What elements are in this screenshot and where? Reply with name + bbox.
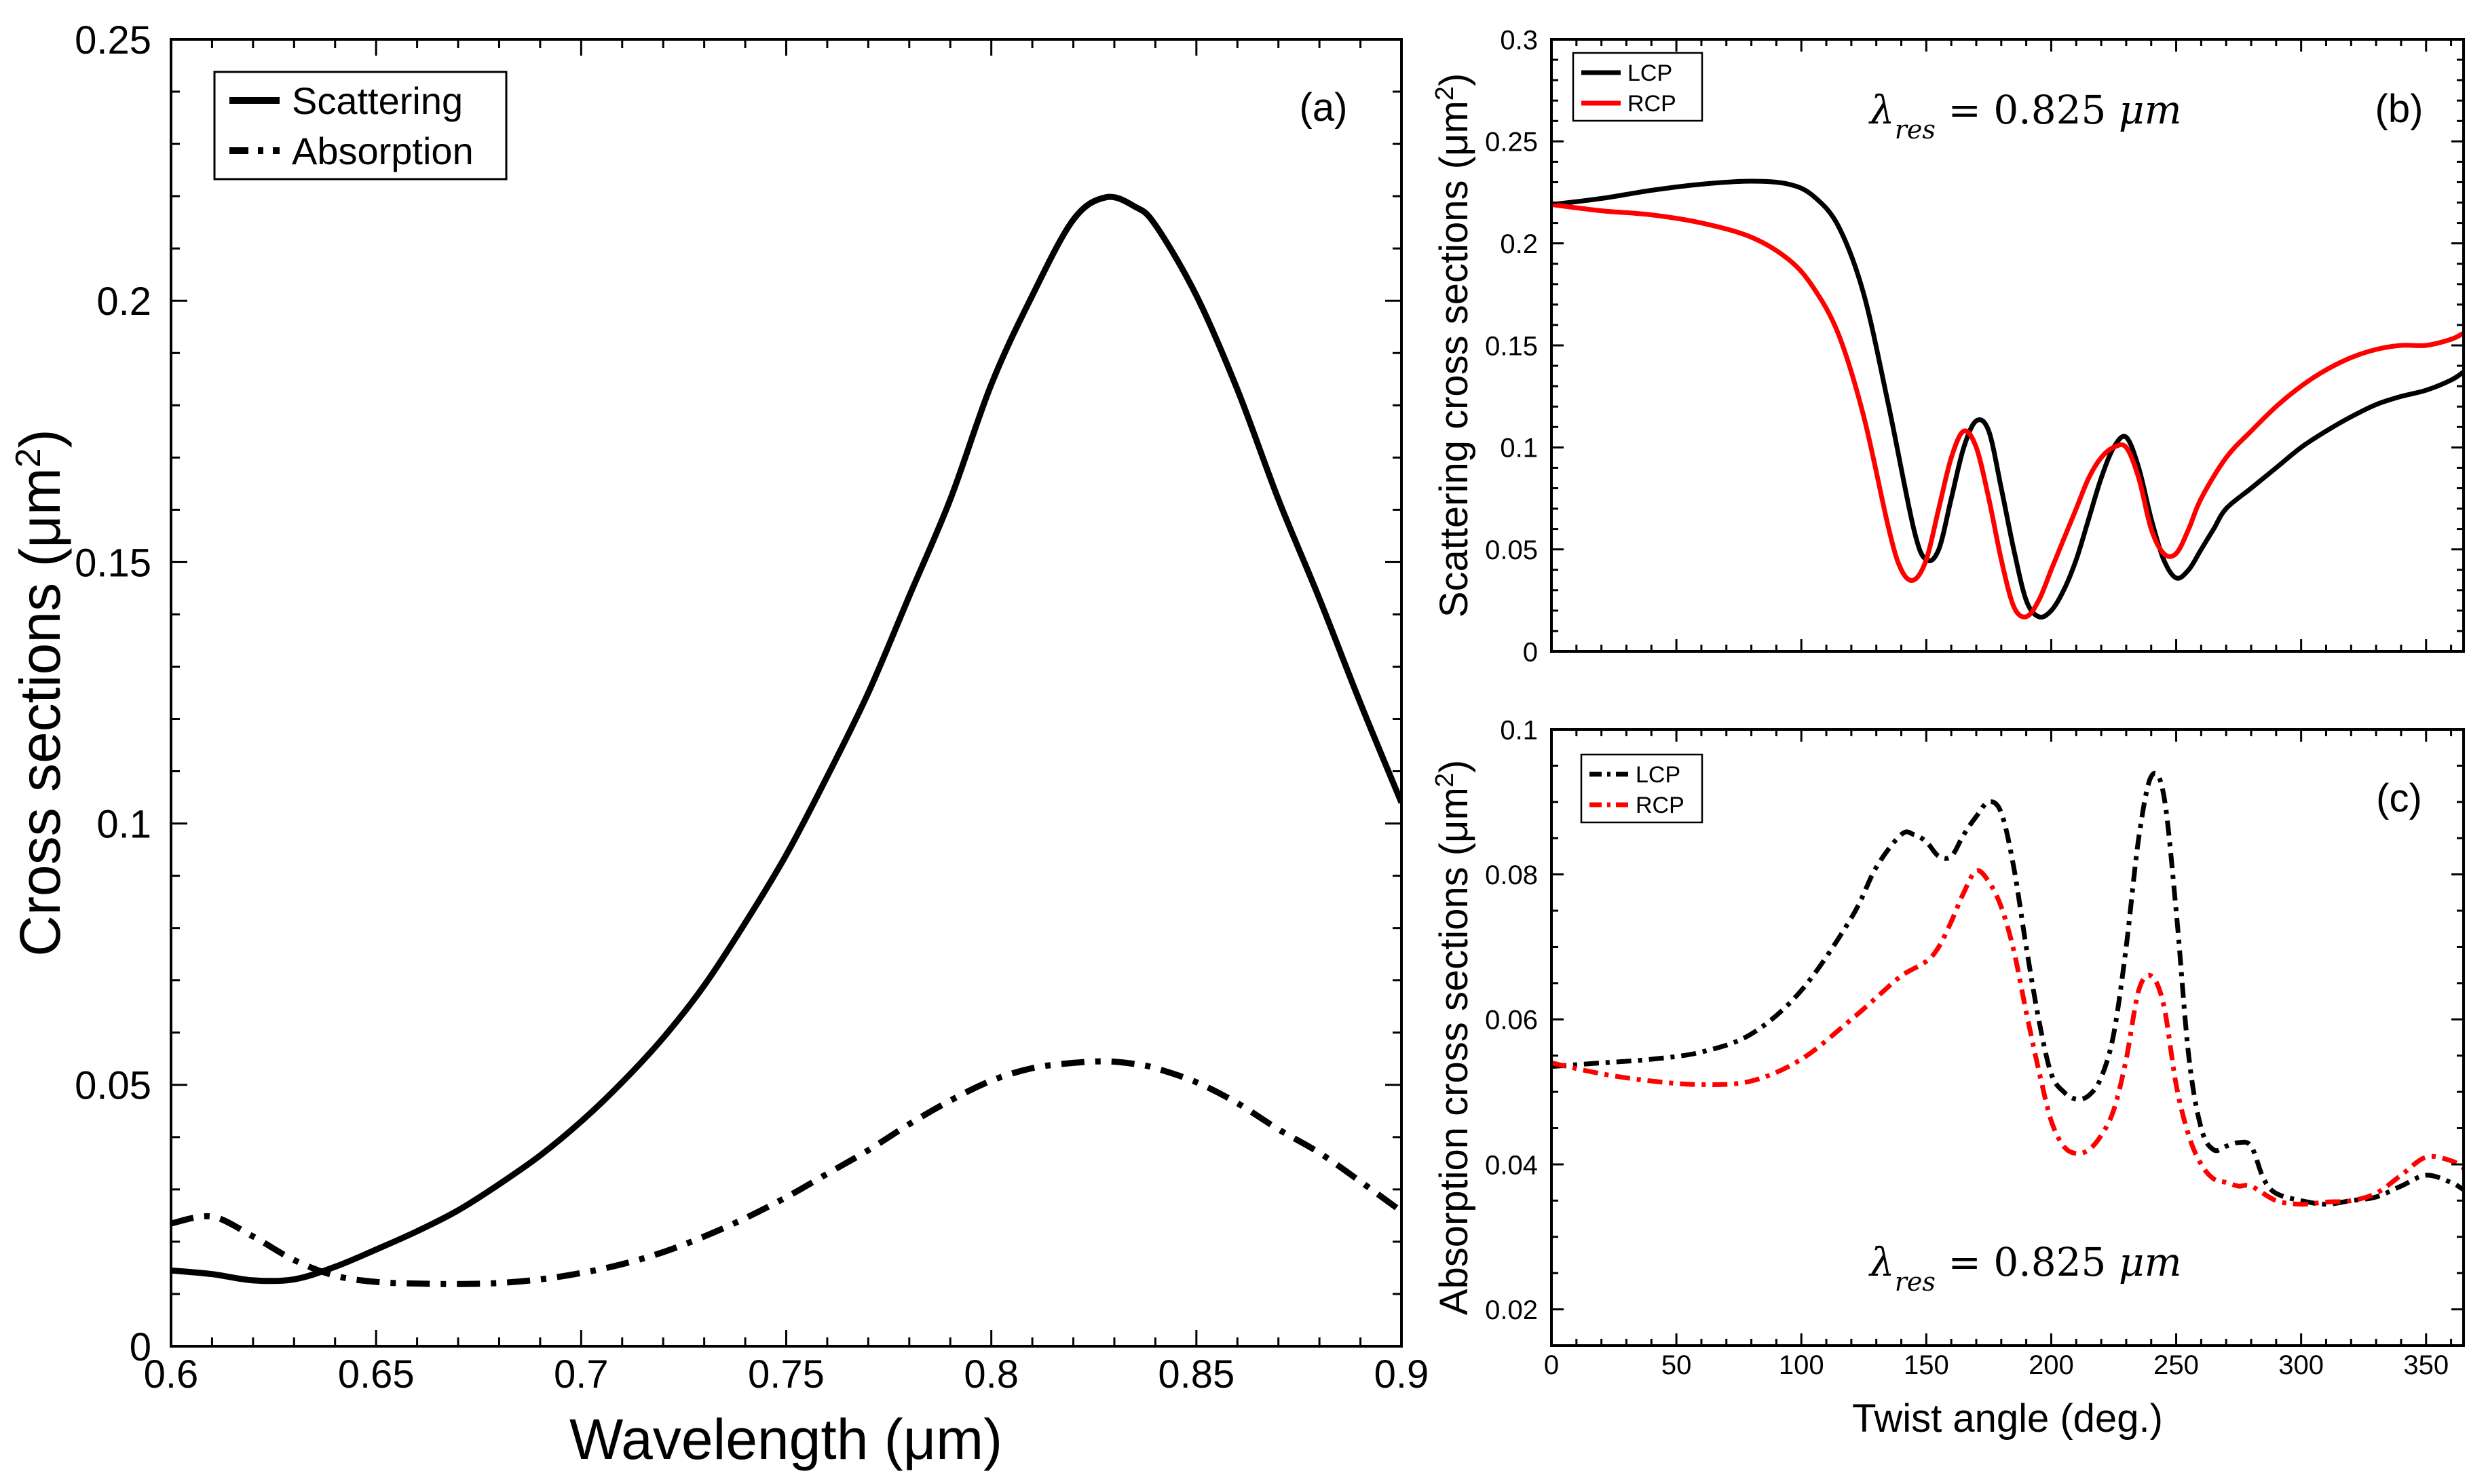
panel-a-label: (a) xyxy=(1300,85,1348,130)
x-tick-label: 0.8 xyxy=(964,1352,1019,1396)
y-tick-label: 0.25 xyxy=(1485,128,1538,157)
plot-a-ylabel: Cross sections (μm2) xyxy=(8,429,72,956)
x-tick-label: 250 xyxy=(2153,1350,2199,1380)
plot-a-lines xyxy=(171,193,1401,1287)
panel-b: 00.050.10.150.20.250.3 (b) λres = 0.825 … xyxy=(1431,25,2465,667)
y-tick-label: 0.08 xyxy=(1485,860,1538,890)
x-tick-label: 0.75 xyxy=(748,1352,825,1396)
x-tick-label: 0.9 xyxy=(1374,1352,1429,1396)
x-tick-label: 100 xyxy=(1779,1350,1824,1380)
x-tick-label: 200 xyxy=(2029,1350,2074,1380)
legend-label-lcp: LCP xyxy=(1636,762,1680,788)
y-tick-label: 0.1 xyxy=(1500,434,1538,463)
plot-c-frame xyxy=(1550,728,2465,1347)
plot-a-legend: Scattering Absorption xyxy=(213,71,508,180)
y-tick-label: 0.06 xyxy=(1485,1006,1538,1035)
y-tick-label: 0.05 xyxy=(75,1064,151,1108)
y-tick-label: 0.04 xyxy=(1485,1150,1538,1180)
plot-c-lines xyxy=(1551,770,2464,1207)
series-line-scattering xyxy=(171,193,1401,1285)
y-tick-label: 0.2 xyxy=(1500,229,1538,259)
series-line-lcp xyxy=(1551,770,2464,1207)
plot-b-ylabel: Scattering cross sections (μm2) xyxy=(1431,73,1476,617)
plot-a-xlabel: Wavelength (μm) xyxy=(569,1407,1002,1471)
x-tick-label: 150 xyxy=(1904,1350,1949,1380)
y-tick-label: 0.1 xyxy=(1500,715,1538,745)
plot-c-legend: LCP RCP xyxy=(1580,753,1703,824)
x-tick-label: 0.85 xyxy=(1158,1352,1234,1396)
legend-label-absorption: Absorption xyxy=(292,130,474,172)
y-tick-label: 0.15 xyxy=(75,541,151,585)
series-line-rcp xyxy=(1551,202,2464,620)
legend-label-rcp: RCP xyxy=(1636,793,1684,818)
x-tick-label: 0.7 xyxy=(554,1352,609,1396)
y-tick-label: 0.05 xyxy=(1485,535,1538,565)
plot-b-lines xyxy=(1551,178,2464,620)
panel-a: 0.6 0.65 0.7 0.75 0.8 0.85 0.9 0 0.05 0.1 0.15 0.2 0… xyxy=(8,18,1429,1471)
series-line-rcp xyxy=(1551,868,2464,1207)
panel-c: 0 50 100 150 200 250 300 350 0.02 0.04 0.06 0.08 0.1… xyxy=(1431,715,2465,1441)
x-tick-label: 300 xyxy=(2278,1350,2324,1380)
legend-box xyxy=(213,71,508,180)
legend-label-scattering: Scattering xyxy=(292,79,463,122)
y-tick-label: 0.1 xyxy=(96,802,151,846)
plot-a-frame xyxy=(170,38,1403,1348)
y-tick-label: 0.3 xyxy=(1500,25,1538,55)
legend-box xyxy=(1572,52,1703,122)
legend-label-rcp: RCP xyxy=(1627,91,1676,117)
plot-b-frame xyxy=(1550,38,2465,653)
plot-b-legend: LCP RCP xyxy=(1572,52,1703,122)
x-tick-label: 0.65 xyxy=(338,1352,415,1396)
plot-c-ylabel: Absorption cross sections (μm2) xyxy=(1431,760,1476,1315)
x-tick-label: 350 xyxy=(2403,1350,2449,1380)
plot-a-ticks: 0.6 0.65 0.7 0.75 0.8 0.85 0.9 0 0.05 0.1 0.15 0.2 0… xyxy=(75,18,1429,1396)
y-tick-label: 0 xyxy=(1523,637,1538,667)
x-tick-label: 0.6 xyxy=(144,1352,199,1396)
y-tick-label: 0.15 xyxy=(1485,331,1538,361)
y-tick-label: 0 xyxy=(130,1325,151,1369)
panel-b-label: (b) xyxy=(2375,87,2424,131)
series-line-absorption xyxy=(171,1058,1401,1287)
legend-box xyxy=(1580,753,1703,824)
panel-c-label: (c) xyxy=(2376,776,2422,820)
legend-label-lcp: LCP xyxy=(1627,60,1672,86)
y-tick-label: 0.02 xyxy=(1485,1295,1538,1325)
series-line-lcp xyxy=(1551,178,2464,620)
x-tick-label: 0 xyxy=(1544,1350,1559,1380)
y-tick-label: 0.25 xyxy=(75,18,151,62)
plot-c-xlabel: Twist angle (deg.) xyxy=(1852,1396,2163,1441)
x-tick-label: 50 xyxy=(1661,1350,1692,1380)
y-tick-label: 0.2 xyxy=(96,280,151,324)
